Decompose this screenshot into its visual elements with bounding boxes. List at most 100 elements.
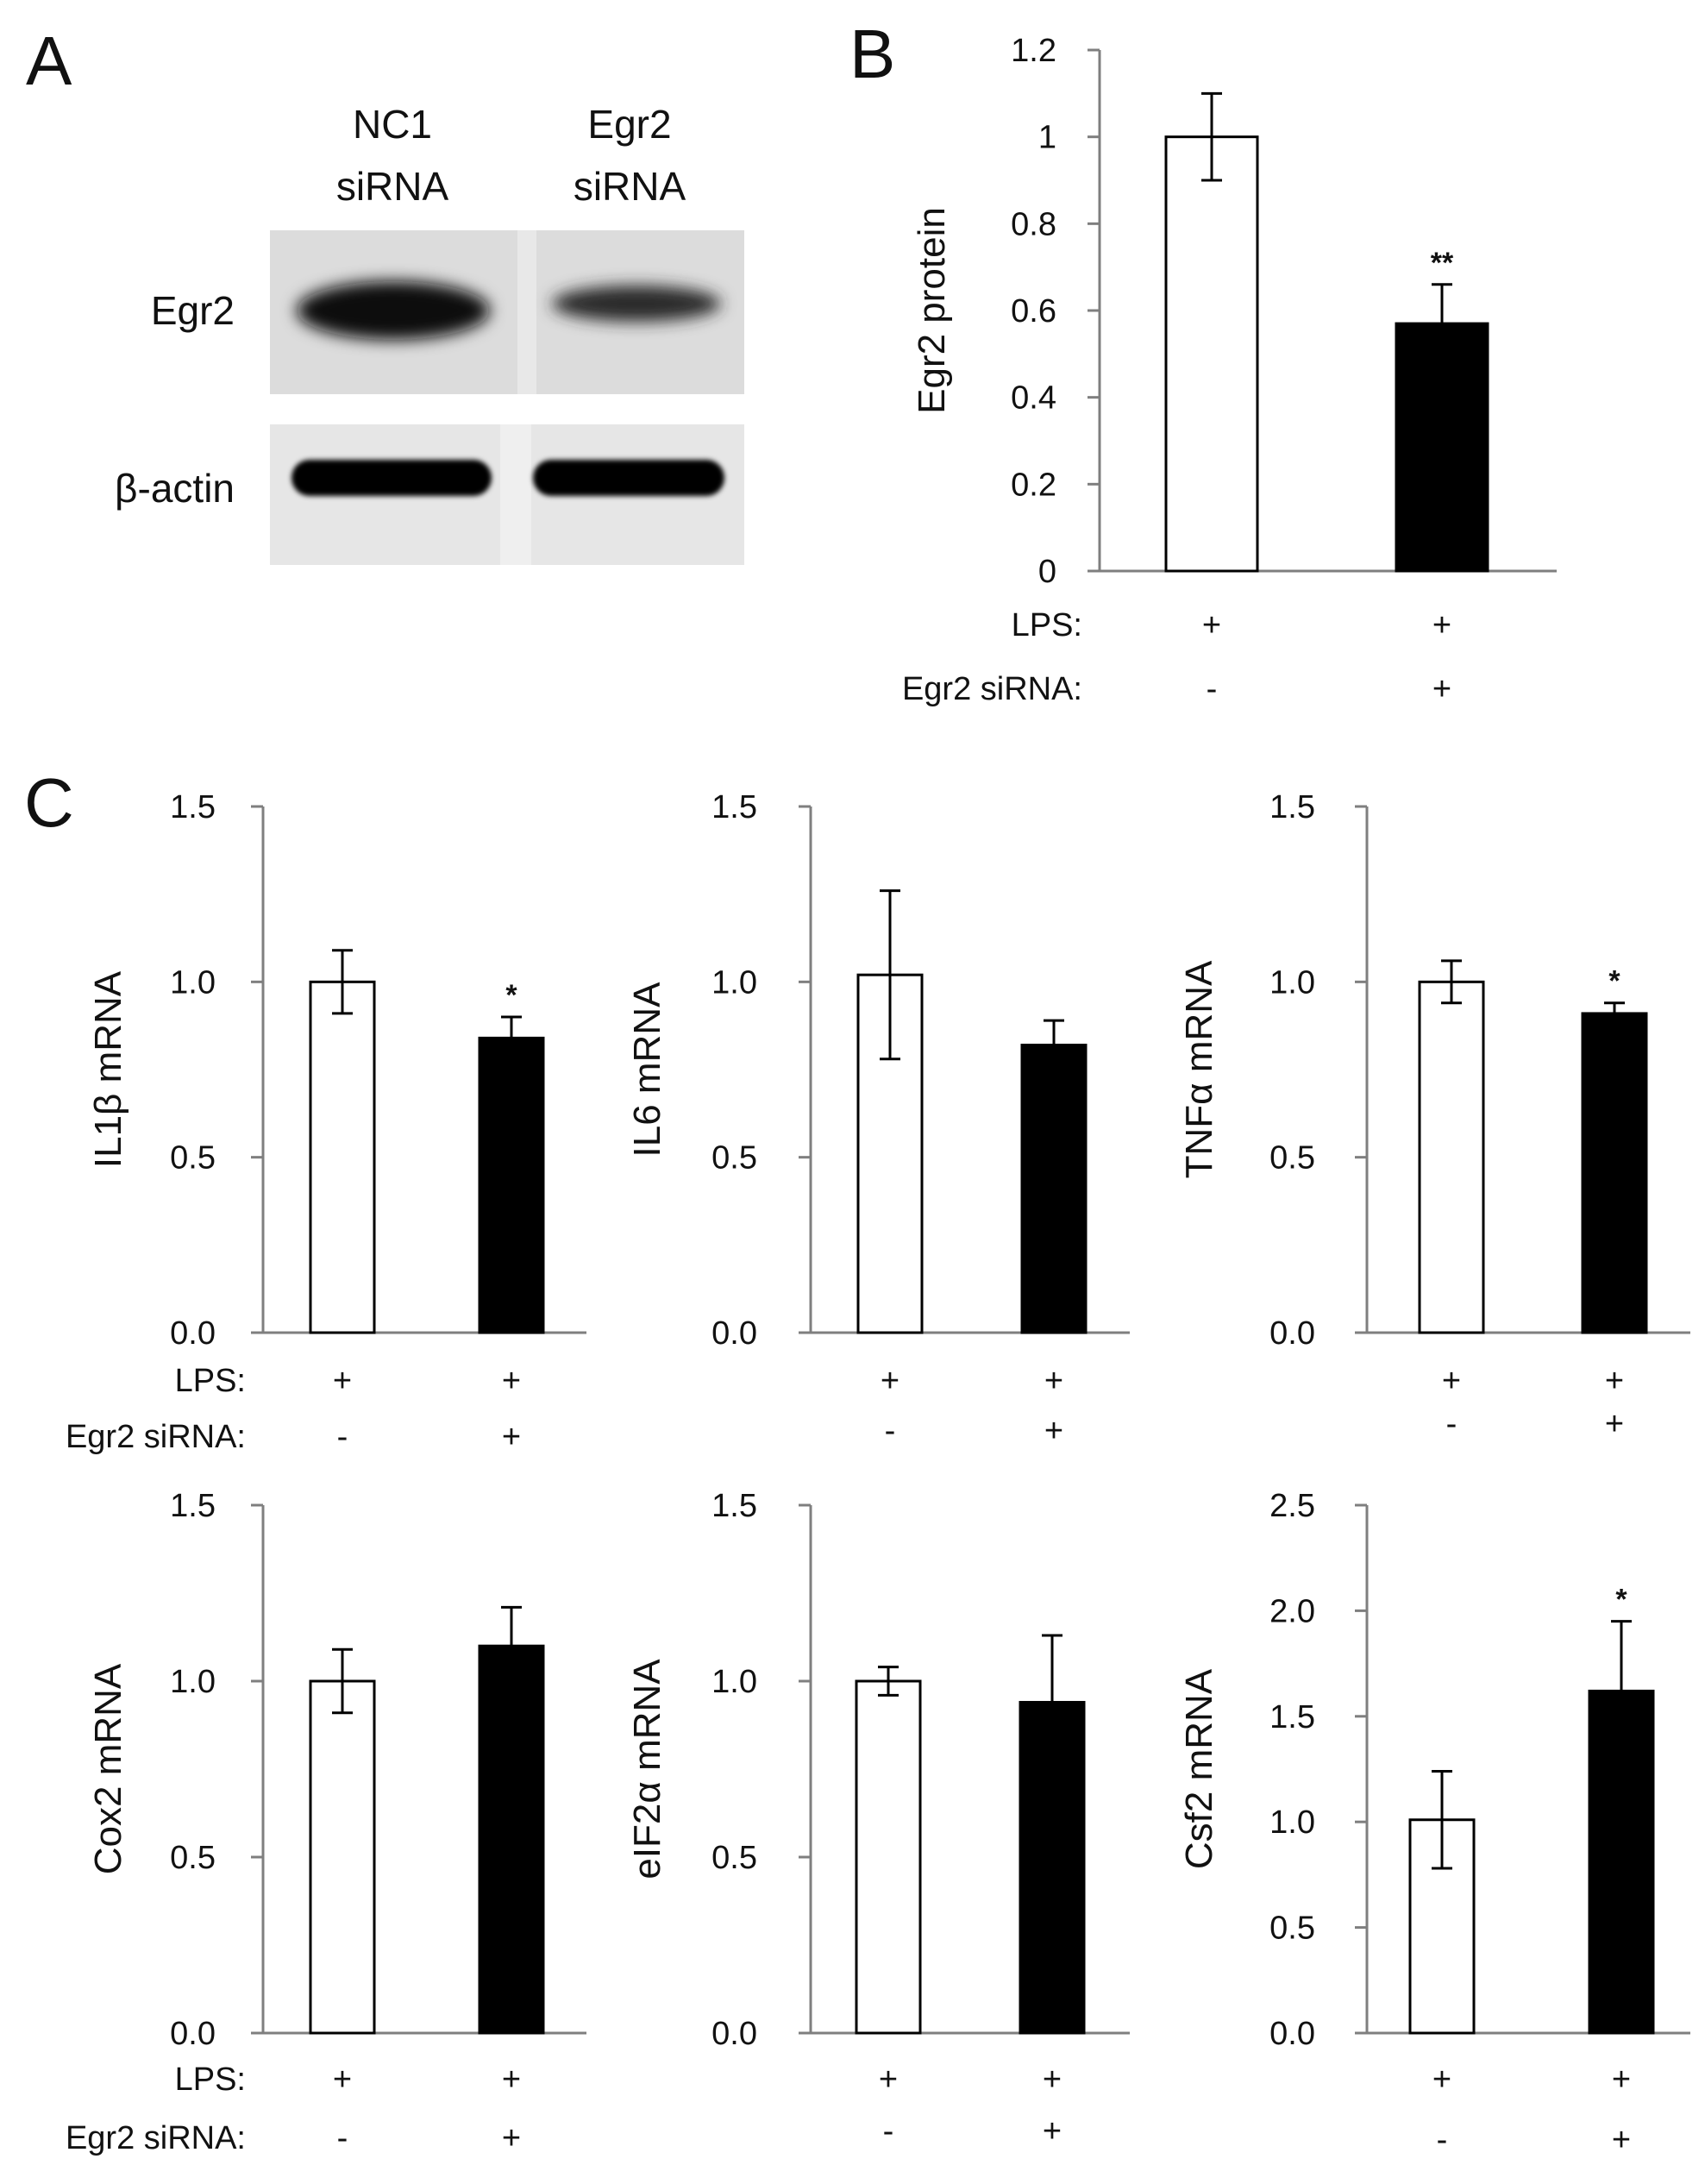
y-tick-label-c3: 1.5 xyxy=(1269,789,1315,825)
lps-row-label-b: LPS: xyxy=(1012,607,1082,643)
lps-sign-b-1: + xyxy=(1432,607,1451,643)
bar-c1-nc1 xyxy=(309,980,376,1334)
y-tick-label-c1: 0.5 xyxy=(170,1140,216,1177)
egr2-sirna-sign-b-1: + xyxy=(1432,671,1451,707)
chart-c6: 0.0 0.5 1.0 1.5 2.0 2.5 Csf2 mRNA * + - + + xyxy=(1178,1488,1690,2158)
y-tick-label-c2: 0.0 xyxy=(711,1315,757,1352)
lps-sign-c6-0: + xyxy=(1432,2062,1451,2098)
lps-sign-c5-1: + xyxy=(1043,2062,1062,2098)
y-axis-label-c1: IL1β mRNA xyxy=(87,970,129,1168)
significance-marker-c6: * xyxy=(1615,1584,1627,1616)
bar-c1-egr2-sirna xyxy=(478,1036,545,1334)
lps-sign-c4-0: + xyxy=(333,2062,352,2098)
y-tick-label-c5: 1.0 xyxy=(711,1664,757,1700)
significance-marker-c1: * xyxy=(505,979,517,1012)
chart-c1: 0.0 0.5 1.0 1.5 IL1β mRNA * + - + + LPS: Egr2 siRNA… xyxy=(66,789,586,1455)
y-tick-label-c5: 0.5 xyxy=(711,1840,757,1876)
row-label-beta-actin: β-actin xyxy=(115,466,235,511)
y-tick-label-c3: 1.0 xyxy=(1269,964,1315,1001)
y-tick-label-c1: 1.5 xyxy=(170,789,216,825)
panel-letter-b: B xyxy=(849,16,895,92)
egr2-sirna-row-label-b: Egr2 siRNA: xyxy=(902,671,1082,707)
lane-label-egr2-line1: Egr2 xyxy=(587,102,671,147)
y-tick-label-b: 1.2 xyxy=(1011,33,1056,69)
y-tick-label-c5: 1.5 xyxy=(711,1488,757,1524)
egr2-band-nc1 xyxy=(297,281,490,340)
y-tick-label-c6: 1.0 xyxy=(1269,1804,1315,1841)
chart-c2: 0.0 0.5 1.0 1.5 IL6 mRNA + - + + xyxy=(626,789,1130,1449)
egr2-sirna-sign-c1-0: - xyxy=(337,1419,348,1455)
lps-sign-c2-0: + xyxy=(881,1363,900,1399)
y-tick-label-b: 0.2 xyxy=(1011,467,1056,503)
egr2-sirna-sign-c5-0: - xyxy=(883,2113,894,2149)
egr2-band-egr2-sirna xyxy=(552,286,721,322)
lps-sign-c3-0: + xyxy=(1442,1363,1461,1399)
y-axis-label-c5: eIF2α mRNA xyxy=(626,1659,668,1880)
lane-label-nc1-line2: siRNA xyxy=(336,164,449,209)
egr2-sirna-sign-c2-1: + xyxy=(1044,1413,1063,1449)
lps-sign-c2-1: + xyxy=(1044,1363,1063,1399)
egr2-sirna-sign-b-0: - xyxy=(1207,671,1218,707)
egr2-sirna-sign-c5-1: + xyxy=(1043,2113,1062,2149)
y-tick-label-c2: 0.5 xyxy=(711,1140,757,1177)
lps-sign-c4-1: + xyxy=(502,2062,521,2098)
chart-b: 0 0.2 0.4 0.6 0.8 1 1.2 Egr2 protein ** + - + + LPS: E… xyxy=(902,33,1557,707)
significance-marker-b: ** xyxy=(1431,247,1454,279)
bar-b-egr2-sirna xyxy=(1395,322,1489,573)
egr2-blot-lane-gap xyxy=(517,230,536,394)
lps-sign-c3-1: + xyxy=(1605,1363,1624,1399)
egr2-sirna-row-label-c1: Egr2 siRNA: xyxy=(66,1419,246,1455)
egr2-sirna-sign-c3-0: - xyxy=(1446,1406,1457,1442)
y-tick-label-c2: 1.0 xyxy=(711,964,757,1001)
egr2-sirna-sign-c4-1: + xyxy=(502,2120,521,2156)
egr2-sirna-sign-c4-0: - xyxy=(337,2120,348,2156)
bar-b-nc1 xyxy=(1164,135,1259,573)
panel-letter-a: A xyxy=(26,22,72,99)
egr2-sirna-sign-c3-1: + xyxy=(1605,1406,1624,1442)
y-tick-label-b: 0.6 xyxy=(1011,293,1056,329)
significance-marker-c3: * xyxy=(1608,965,1620,998)
panel-letter-c: C xyxy=(24,764,74,841)
y-tick-label-b: 0.4 xyxy=(1011,380,1056,417)
y-tick-label-c6: 2.5 xyxy=(1269,1488,1315,1524)
y-axis-label-c2: IL6 mRNA xyxy=(626,982,668,1158)
actin-band-egr2-sirna xyxy=(533,460,724,496)
actin-blot-lane-gap xyxy=(500,424,531,565)
y-tick-label-c4: 0.5 xyxy=(170,1840,216,1876)
egr2-sirna-sign-c6-1: + xyxy=(1612,2122,1631,2158)
bar-c3-egr2-sirna xyxy=(1581,1012,1648,1334)
y-tick-label-c4: 1.0 xyxy=(170,1664,216,1700)
y-tick-label-c1: 1.0 xyxy=(170,964,216,1001)
y-tick-label-c6: 0.5 xyxy=(1269,1911,1315,1947)
egr2-sirna-row-label-c4: Egr2 siRNA: xyxy=(66,2120,246,2156)
y-tick-label-c4: 0.0 xyxy=(170,2016,216,2052)
lps-row-label-c1: LPS: xyxy=(175,1363,246,1399)
bar-c3-nc1 xyxy=(1418,980,1485,1334)
y-tick-label-b: 0 xyxy=(1038,554,1056,590)
y-tick-label-c6: 0.0 xyxy=(1269,2016,1315,2052)
egr2-sirna-sign-c1-1: + xyxy=(502,1419,521,1455)
lps-sign-b-0: + xyxy=(1202,607,1221,643)
egr2-sirna-sign-c2-0: - xyxy=(885,1413,896,1449)
y-axis-label-c4: Cox2 mRNA xyxy=(87,1663,129,1874)
lps-row-label-c4: LPS: xyxy=(175,2062,246,2098)
egr2-sirna-sign-c6-0: - xyxy=(1437,2122,1448,2158)
bar-c6-nc1 xyxy=(1408,1818,1476,2035)
chart-c4: 0.0 0.5 1.0 1.5 Cox2 mRNA + - + + LPS: Egr2 siRNA: xyxy=(66,1488,586,2156)
y-tick-label-c2: 1.5 xyxy=(711,789,757,825)
western-blot: NC1 siRNA Egr2 siRNA Egr2 β-actin xyxy=(115,102,744,565)
y-tick-label-c6: 2.0 xyxy=(1269,1593,1315,1629)
row-label-egr2: Egr2 xyxy=(151,288,235,333)
chart-c5: 0.0 0.5 1.0 1.5 eIF2α mRNA + - + + xyxy=(626,1488,1130,2149)
y-tick-label-c6: 1.5 xyxy=(1269,1699,1315,1735)
lps-sign-c1-0: + xyxy=(333,1363,352,1399)
y-axis-label-c3: TNFα mRNA xyxy=(1178,960,1220,1178)
y-tick-label-b: 1 xyxy=(1038,120,1056,156)
y-tick-label-c3: 0.0 xyxy=(1269,1315,1315,1352)
bar-c5-nc1 xyxy=(855,1679,922,2035)
bar-c4-nc1 xyxy=(309,1679,376,2035)
lps-sign-c6-1: + xyxy=(1612,2062,1631,2098)
